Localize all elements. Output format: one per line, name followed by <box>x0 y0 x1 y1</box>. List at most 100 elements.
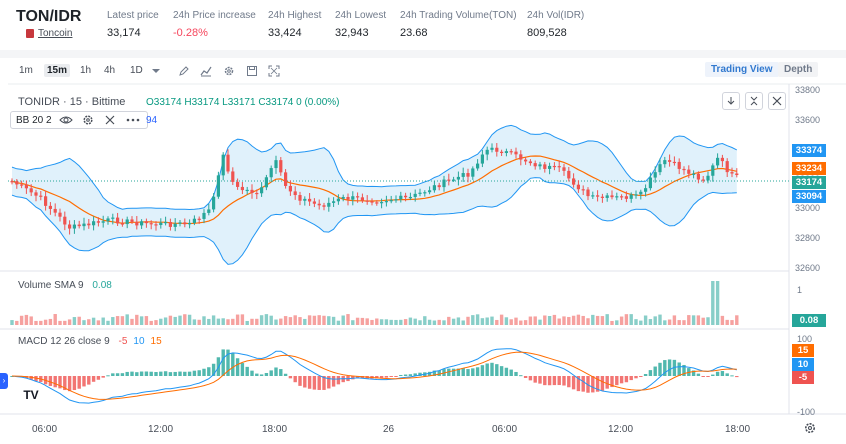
candle-body <box>471 168 475 177</box>
volume-axis-label: 1 <box>797 285 803 295</box>
macd-histogram-bar <box>648 370 653 376</box>
candle-body <box>356 196 360 198</box>
candle-body <box>495 147 499 152</box>
candle-body <box>336 198 340 202</box>
volume-bar <box>687 315 691 325</box>
pair-title: TON/IDR <box>16 8 82 25</box>
price-pane <box>8 124 789 265</box>
stat-0: Latest price 33,174 <box>107 10 159 39</box>
stat-4: 24h Trading Volume(TON) 23.68 <box>400 10 517 39</box>
macd-histogram-bar <box>509 369 513 376</box>
candle-body <box>533 163 537 167</box>
eye-icon[interactable] <box>59 114 73 126</box>
volume-bar <box>691 315 696 325</box>
volume-bar <box>279 318 283 325</box>
macd-histogram-bar <box>639 376 643 377</box>
volume-legend-value: 0.08 <box>92 280 112 291</box>
macd-histogram-bar <box>658 362 662 376</box>
macd-histogram-bar <box>653 366 657 376</box>
macd-histogram-bar <box>672 359 677 376</box>
candle-body <box>476 163 480 169</box>
candle-body <box>461 173 465 177</box>
bb-label: BB 20 2 <box>16 115 52 126</box>
gear-icon[interactable] <box>223 65 235 77</box>
macd-histogram-bar <box>178 371 182 376</box>
volume-bar <box>528 316 533 325</box>
macd-axis-label: 100 <box>797 334 813 344</box>
volume-bar <box>130 318 134 325</box>
bb-indicator-legend[interactable]: BB 20 2 <box>10 111 148 129</box>
volume-bar <box>379 319 384 325</box>
volume-bar <box>29 316 33 325</box>
timeframe-4h[interactable]: 4h <box>104 65 116 76</box>
volume-bar <box>389 319 393 325</box>
volume-bar <box>523 320 528 325</box>
macd-histogram-bar <box>322 376 326 390</box>
macd-histogram-bar <box>523 376 528 378</box>
macd-histogram-bar <box>547 376 552 386</box>
chevron-down-icon[interactable] <box>150 65 162 77</box>
candle-body <box>34 192 38 196</box>
save-icon[interactable] <box>246 65 258 77</box>
maximize-pane-button[interactable] <box>745 92 763 110</box>
volume-bar <box>552 314 557 325</box>
macd-histogram-bar <box>48 376 53 386</box>
volume-bar <box>259 315 264 325</box>
macd-histogram-bar <box>696 373 701 376</box>
macd-histogram-bar <box>293 376 297 383</box>
arrow-down-icon <box>727 97 735 105</box>
candle-body <box>29 188 33 193</box>
macd-histogram-bar <box>101 376 105 378</box>
timeframe-1D[interactable]: 1D <box>130 65 143 76</box>
candle-body <box>562 167 566 171</box>
volume-bar <box>591 314 595 325</box>
volume-bar <box>567 316 571 325</box>
macd-histogram-bar <box>298 376 302 386</box>
macd-histogram-bar <box>202 368 206 376</box>
candle-body <box>384 201 388 203</box>
chart-canvas[interactable] <box>0 58 846 444</box>
move-pane-down-button[interactable] <box>722 92 740 110</box>
gear-icon[interactable] <box>803 421 817 435</box>
timeframe-1h[interactable]: 1h <box>80 65 92 76</box>
volume-bar <box>159 318 163 325</box>
timeframe-15m[interactable]: 15m <box>44 64 71 77</box>
candle-body <box>15 181 19 185</box>
macd-histogram-bar <box>432 370 437 376</box>
pane-collapse-handle[interactable]: › <box>0 373 8 389</box>
close-icon[interactable] <box>105 115 115 125</box>
candle-body <box>682 168 686 171</box>
macd-histogram-bar <box>379 376 384 379</box>
volume-bar <box>240 314 245 325</box>
gear-icon[interactable] <box>82 114 94 126</box>
coin-link[interactable]: Toncoin <box>26 28 72 39</box>
candle-body <box>308 198 312 202</box>
more-icon[interactable] <box>125 117 141 123</box>
close-pane-button[interactable] <box>768 92 786 110</box>
volume-bar <box>226 319 230 325</box>
macd-histogram-bar <box>701 376 705 377</box>
candle-body <box>207 209 211 213</box>
macd-histogram-bar <box>667 359 672 376</box>
fullscreen-icon[interactable] <box>268 65 280 77</box>
candle-body <box>620 196 624 198</box>
trading-view-tab[interactable]: Trading View <box>705 62 779 77</box>
macd-histogram-bar <box>255 373 259 376</box>
candle-body <box>255 192 259 195</box>
macd-histogram-bar <box>120 373 125 376</box>
macd-histogram-bar <box>63 376 67 391</box>
candle-body <box>504 151 508 154</box>
bollinger-fill <box>12 125 737 265</box>
volume-bar <box>120 316 125 325</box>
stat-label: 24h Vol(IDR) <box>527 10 585 21</box>
macd-histogram-bar <box>384 376 389 378</box>
depth-tab[interactable]: Depth <box>778 62 819 77</box>
candle-body <box>735 173 739 176</box>
indicator-icon[interactable] <box>200 65 212 77</box>
macd-histogram-bar <box>475 367 480 376</box>
macd-histogram-bar <box>691 370 696 376</box>
pencil-icon[interactable] <box>178 65 190 77</box>
timeframe-1m[interactable]: 1m <box>19 65 33 76</box>
candle-body <box>173 223 177 227</box>
volume-bar <box>351 320 355 325</box>
